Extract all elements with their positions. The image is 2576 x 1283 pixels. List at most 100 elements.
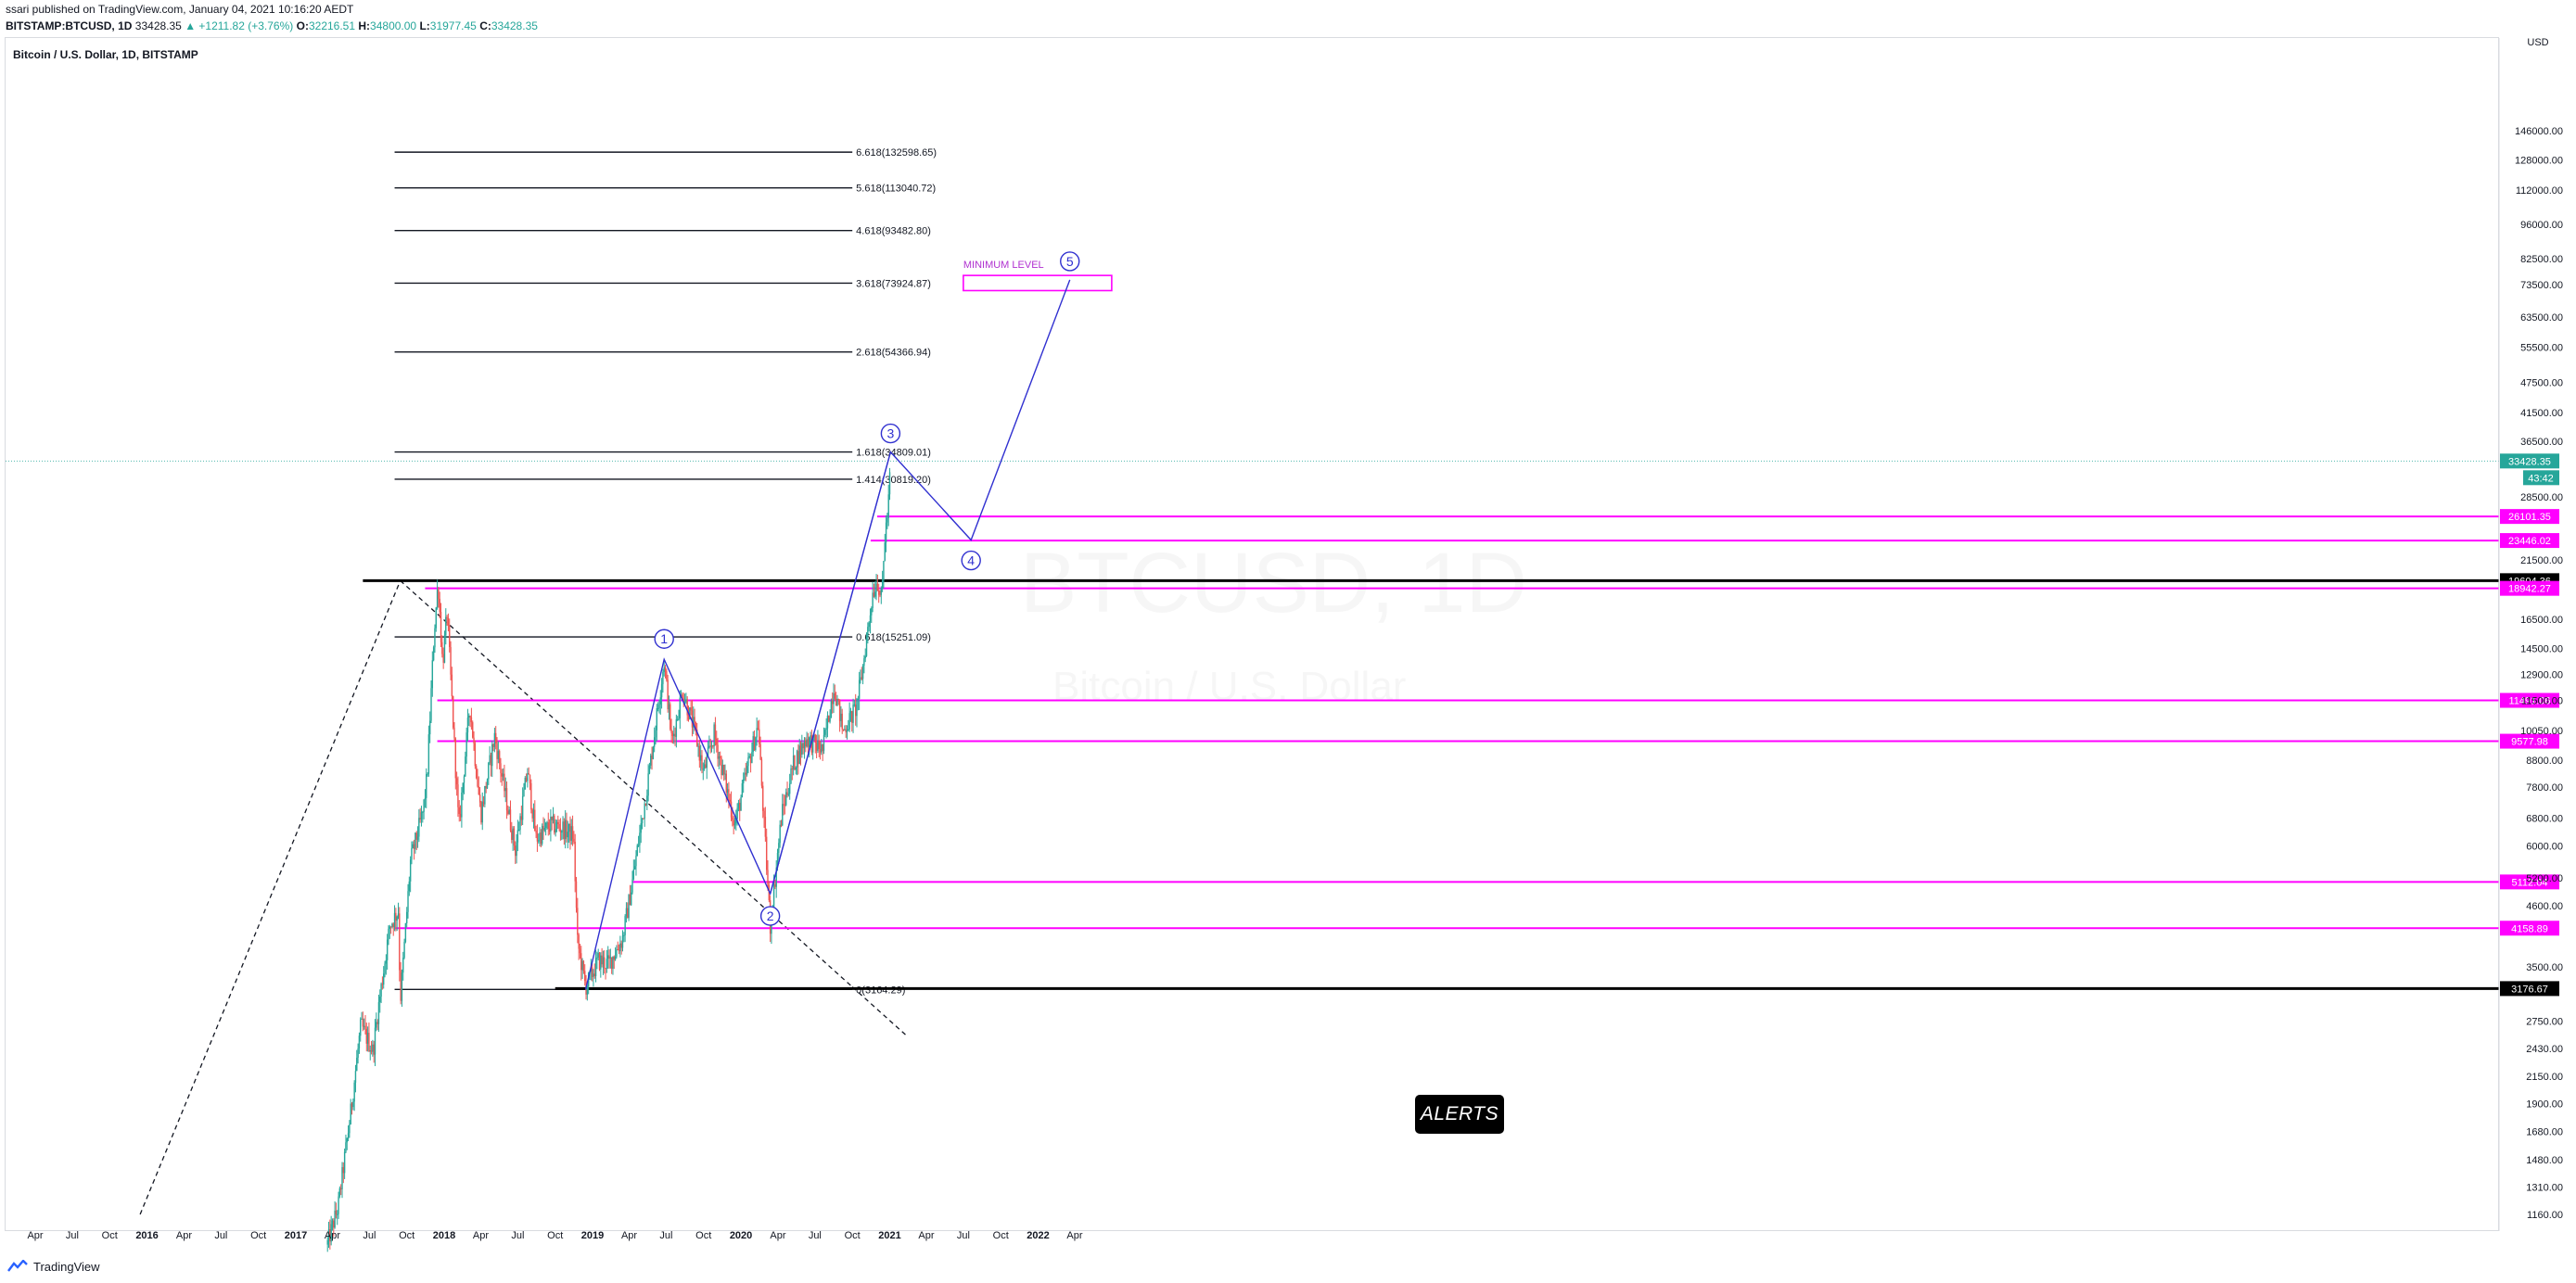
candle-body <box>352 1101 354 1108</box>
candle-body <box>478 786 479 795</box>
minimum-level-label: MINIMUM LEVEL <box>963 260 1044 271</box>
y-tick-label: 3500.00 <box>2526 962 2563 973</box>
candle-body <box>659 697 661 705</box>
candle-body <box>815 743 818 751</box>
candle-body <box>693 717 695 728</box>
x-tick-label: Apr <box>325 1230 340 1241</box>
candle-body <box>779 824 781 844</box>
candle-body <box>466 718 469 733</box>
candle-body <box>481 801 483 823</box>
last-price-tag <box>2500 453 2559 469</box>
candle-body <box>697 745 699 747</box>
candle-body <box>473 737 475 743</box>
candle-body <box>667 680 669 710</box>
candle-body <box>648 765 651 774</box>
candle-body <box>703 764 706 769</box>
candle-body <box>741 783 744 797</box>
candle-body <box>408 881 411 892</box>
candle-body <box>591 967 593 977</box>
fib-level-label-0: 0(3164.29) <box>856 984 905 996</box>
candle-body <box>602 957 605 965</box>
x-tick-label: Oct <box>547 1230 563 1241</box>
candle-body <box>792 756 795 769</box>
candle-body <box>485 786 487 789</box>
x-tick-label: Apr <box>918 1230 934 1241</box>
candle-body <box>532 809 535 819</box>
candle-body <box>530 782 532 810</box>
candle-body <box>377 1002 380 1024</box>
candle-body <box>334 1210 336 1228</box>
candle-body <box>795 767 797 770</box>
x-tick-label: Oct <box>250 1230 266 1241</box>
wave-marker-4 <box>961 550 981 571</box>
y-tick-label: 55500.00 <box>2520 343 2563 354</box>
y-tick-label: 146000.00 <box>2515 126 2563 137</box>
y-tick-label: 1160.00 <box>2527 1210 2563 1221</box>
candle-body <box>710 745 713 747</box>
candle-body <box>475 766 478 779</box>
candle-body <box>445 616 447 636</box>
candle-body <box>335 1210 338 1215</box>
wave-marker-5 <box>1060 251 1080 272</box>
candle-body <box>396 916 398 921</box>
wave-label-4: 4 <box>967 553 975 568</box>
level-tag-5 <box>2500 733 2559 749</box>
x-tick-label: Oct <box>102 1230 118 1241</box>
candle-body <box>364 1025 366 1029</box>
candle-body <box>419 818 421 819</box>
candle-body <box>861 677 862 680</box>
candle-body <box>543 828 546 831</box>
candle-body <box>597 952 599 959</box>
fib-level-label-1: 0.618(15251.09) <box>856 632 931 643</box>
candle-body <box>739 802 741 811</box>
candle-body <box>454 738 457 779</box>
x-tick-label: 2018 <box>433 1230 455 1241</box>
level-tag-3 <box>2500 580 2559 596</box>
candle-body <box>880 588 883 595</box>
symbol-quote-line: BITSTAMP:BTCUSD, 1D 33428.35 ▲ +1211.82 … <box>6 19 538 32</box>
wave-label-1: 1 <box>660 631 668 646</box>
candle-body <box>426 774 427 798</box>
candle-body <box>618 949 620 952</box>
candle-body <box>513 828 516 846</box>
candle-body <box>803 740 806 749</box>
candle-body <box>385 959 388 964</box>
candle-body <box>559 828 562 832</box>
candle-body <box>860 677 861 680</box>
y-tick-label: 63500.00 <box>2520 312 2563 324</box>
alerts-button[interactable]: ALERTS <box>1415 1095 1504 1134</box>
x-tick-label: Oct <box>993 1230 1009 1241</box>
candle-body <box>407 891 409 912</box>
candle-body <box>469 716 471 718</box>
candle-body <box>655 730 657 738</box>
candle-body <box>509 809 512 831</box>
level-tag-label-8: 3176.67 <box>2511 984 2548 995</box>
candle-body <box>580 953 582 971</box>
candle-body <box>566 819 567 838</box>
candle-body <box>570 826 572 841</box>
candle-body <box>867 627 869 638</box>
candle-body <box>676 718 679 720</box>
candle-body <box>581 960 583 971</box>
symbol-name: BITSTAMP:BTCUSD, 1D <box>6 19 133 32</box>
candle-body <box>633 866 636 870</box>
candle-body <box>389 926 392 928</box>
candle-body <box>708 745 710 748</box>
candle-body <box>627 908 629 919</box>
candle-body <box>636 845 638 857</box>
candle-body <box>427 734 430 774</box>
candle-body <box>399 913 401 971</box>
candle-body <box>849 711 852 714</box>
candle-body <box>502 773 504 777</box>
candle-body <box>657 707 659 709</box>
candle-body <box>651 755 653 759</box>
y-tick-label: 6800.00 <box>2526 813 2563 824</box>
candle-body <box>752 736 754 753</box>
candle-body <box>732 817 733 820</box>
candle-body <box>635 856 637 867</box>
candle-body <box>534 809 536 832</box>
tradingview-footer[interactable]: TradingView <box>7 1256 100 1277</box>
y-tick-label: 82500.00 <box>2520 254 2563 265</box>
candle-body <box>713 724 715 747</box>
